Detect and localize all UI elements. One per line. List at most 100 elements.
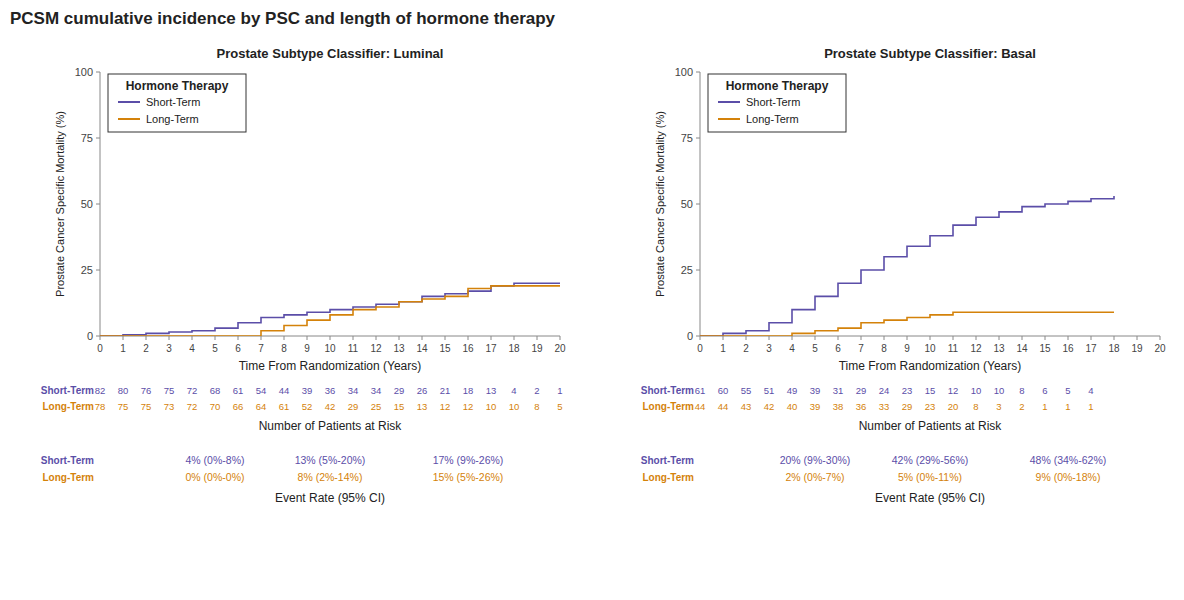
risk-count: 2 (534, 385, 539, 396)
x-tick (422, 336, 423, 340)
risk-count: 76 (141, 385, 152, 396)
x-tick-label: 16 (1062, 343, 1074, 354)
background (0, 0, 1184, 600)
legend-swatch (118, 101, 140, 103)
risk-count: 26 (417, 385, 428, 396)
risk-count: 34 (371, 385, 382, 396)
event-rate: 48% (34%-62%) (1030, 454, 1106, 466)
risk-count: 75 (118, 401, 129, 412)
x-tick (284, 336, 285, 340)
x-tick-label: 17 (485, 343, 497, 354)
risk-count: 68 (210, 385, 221, 396)
risk-count: 29 (902, 401, 913, 412)
x-axis-label: Time From Randomization (Years) (839, 359, 1022, 373)
risk-count: 29 (348, 401, 359, 412)
y-tick (96, 72, 100, 73)
risk-count: 10 (486, 401, 497, 412)
x-tick-label: 12 (370, 343, 382, 354)
y-tick (696, 138, 700, 139)
event-rate: 4% (0%-8%) (186, 454, 245, 466)
x-tick-label: 19 (1131, 343, 1143, 354)
x-tick (330, 336, 331, 340)
risk-count: 44 (718, 401, 729, 412)
x-tick (700, 336, 701, 340)
x-tick (445, 336, 446, 340)
y-tick (696, 336, 700, 337)
panel-title: Prostate Subtype Classifier: Luminal (217, 46, 444, 61)
risk-row-label: Long-Term (43, 401, 95, 412)
risk-count: 34 (348, 385, 359, 396)
km-step-line (700, 196, 1114, 336)
x-tick (376, 336, 377, 340)
x-tick (746, 336, 747, 340)
x-tick (930, 336, 931, 340)
x-tick (399, 336, 400, 340)
x-tick (514, 336, 515, 340)
risk-count: 38 (833, 401, 844, 412)
x-tick (723, 336, 724, 340)
risk-table-title: Number of Patients at Risk (259, 419, 403, 433)
x-tick-label: 7 (258, 343, 264, 354)
risk-count: 42 (325, 401, 336, 412)
x-tick-label: 0 (97, 343, 103, 354)
event-rate: 15% (5%-26%) (433, 471, 504, 483)
risk-count: 82 (95, 385, 106, 396)
km-step-line (700, 312, 1114, 336)
risk-count: 60 (718, 385, 729, 396)
x-tick (1137, 336, 1138, 340)
x-tick (907, 336, 908, 340)
x-tick-label: 14 (1016, 343, 1028, 354)
risk-count: 39 (810, 401, 821, 412)
x-tick (215, 336, 216, 340)
risk-count: 24 (879, 385, 890, 396)
event-row-label: Long-Term (43, 472, 95, 483)
legend: Hormone TherapyShort-TermLong-Term (108, 74, 246, 132)
risk-count: 13 (486, 385, 497, 396)
risk-count: 1 (1042, 401, 1047, 412)
x-tick (999, 336, 1000, 340)
y-axis-label: Prostate Cancer Specific Mortality (%) (654, 111, 666, 297)
km-step-line (100, 286, 560, 336)
y-tick (96, 204, 100, 205)
x-tick-label: 1 (120, 343, 126, 354)
x-tick-label: 0 (697, 343, 703, 354)
risk-table-title: Number of Patients at Risk (859, 419, 1003, 433)
x-tick-label: 8 (881, 343, 887, 354)
x-tick-label: 13 (393, 343, 405, 354)
event-rate: 8% (2%-14%) (298, 471, 363, 483)
y-tick-label: 25 (81, 264, 93, 276)
risk-count: 80 (118, 385, 129, 396)
x-tick-label: 19 (531, 343, 543, 354)
risk-count: 61 (279, 401, 290, 412)
legend: Hormone TherapyShort-TermLong-Term (708, 74, 846, 132)
chart-root: PCSM cumulative incidence by PSC and len… (0, 0, 1184, 600)
y-tick (696, 72, 700, 73)
event-row-label: Short-Term (641, 455, 694, 466)
risk-count: 2 (1019, 401, 1024, 412)
risk-count: 6 (1042, 385, 1047, 396)
x-tick (468, 336, 469, 340)
x-tick-label: 5 (812, 343, 818, 354)
y-tick (696, 204, 700, 205)
risk-count: 25 (371, 401, 382, 412)
x-tick-label: 15 (439, 343, 451, 354)
x-tick-label: 3 (166, 343, 172, 354)
x-tick-label: 7 (858, 343, 864, 354)
risk-count: 15 (925, 385, 936, 396)
risk-count: 36 (325, 385, 336, 396)
x-tick (1068, 336, 1069, 340)
risk-count: 29 (394, 385, 405, 396)
risk-count: 61 (233, 385, 244, 396)
y-tick-label: 75 (681, 132, 693, 144)
legend-box (108, 74, 246, 132)
risk-count: 4 (511, 385, 516, 396)
event-row-label: Long-Term (643, 472, 695, 483)
risk-count: 49 (787, 385, 798, 396)
x-tick (815, 336, 816, 340)
risk-count: 10 (509, 401, 520, 412)
x-tick (976, 336, 977, 340)
x-tick (792, 336, 793, 340)
x-tick-label: 3 (766, 343, 772, 354)
y-tick-label: 0 (87, 330, 93, 342)
legend-swatch (118, 118, 140, 120)
